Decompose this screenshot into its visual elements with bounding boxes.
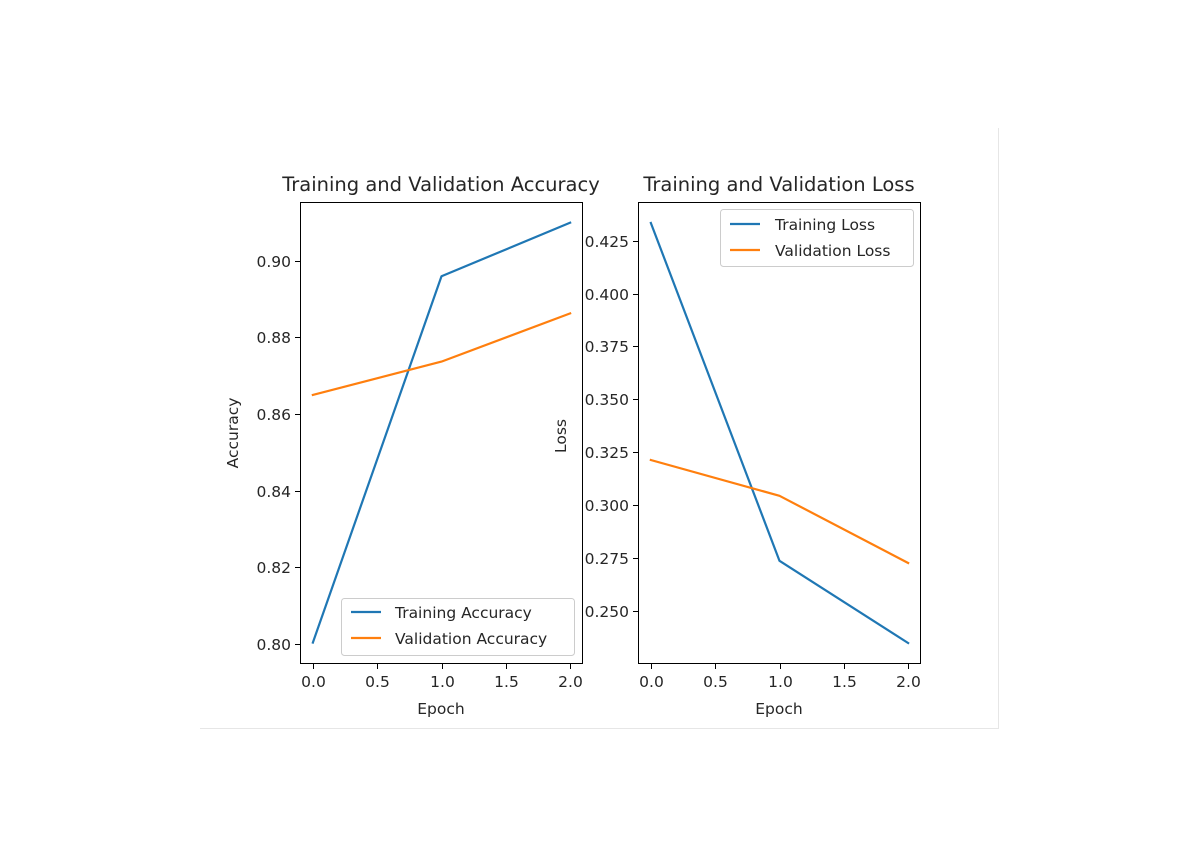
loss-chart: Training and Validation Loss 0.0 0.5 1.0 1.… — [552, 173, 921, 718]
series-line-training-accuracy — [311, 221, 572, 644]
x-tick-label: 1.0 — [430, 673, 455, 691]
legend-box — [341, 598, 575, 656]
y-tick-label: 0.90 — [256, 253, 291, 271]
legend-label-training-accuracy: Training Accuracy — [394, 604, 532, 622]
y-tick-label: 0.88 — [256, 329, 291, 347]
x-tick-label: 2.0 — [558, 673, 583, 691]
figure-frame: Training and Validation Accuracy 0.0 0.5 1… — [200, 128, 999, 729]
y-axis-label: Loss — [552, 419, 570, 453]
y-tick-label: 0.275 — [585, 550, 629, 568]
y-tick-label: 0.350 — [585, 391, 629, 409]
x-tick-label: 1.0 — [768, 673, 793, 691]
y-tick-label: 0.400 — [585, 286, 629, 304]
figure: Training and Validation Accuracy 0.0 0.5 1… — [224, 173, 921, 718]
legend-label-validation-loss: Validation Loss — [775, 242, 890, 260]
x-tick-label: 1.5 — [494, 673, 519, 691]
x-tick-label: 0.5 — [365, 673, 390, 691]
y-tick-label: 0.425 — [585, 233, 629, 251]
x-axis-label: Epoch — [417, 700, 464, 718]
plot-area-frame — [300, 202, 583, 664]
accuracy-chart: Training and Validation Accuracy 0.0 0.5 1… — [224, 173, 600, 718]
y-tick-label: 0.82 — [256, 559, 291, 577]
legend: Training Accuracy Validation Accuracy — [341, 598, 575, 656]
y-tick-label: 0.80 — [256, 636, 291, 654]
series-line-training-loss — [649, 221, 910, 645]
series-line-validation-accuracy — [311, 311, 572, 397]
chart-title: Training and Validation Loss — [642, 173, 914, 196]
legend-label-training-loss: Training Loss — [774, 216, 875, 234]
y-tick-label: 0.86 — [256, 406, 291, 424]
y-tick-label: 0.325 — [585, 444, 629, 462]
x-tick-label: 1.5 — [832, 673, 857, 691]
y-axis-label: Accuracy — [224, 398, 242, 469]
x-tick-label: 2.0 — [896, 673, 921, 691]
legend: Training Loss Validation Loss — [720, 209, 914, 267]
x-tick-label: 0.5 — [703, 673, 728, 691]
y-tick-label: 0.250 — [585, 603, 629, 621]
x-axis-label: Epoch — [755, 700, 802, 718]
chart-title: Training and Validation Accuracy — [281, 173, 600, 196]
legend-box — [720, 209, 914, 267]
legend-label-validation-accuracy: Validation Accuracy — [395, 630, 547, 648]
x-tick-label: 0.0 — [639, 673, 664, 691]
y-tick-label: 0.375 — [585, 338, 629, 356]
plot-area-frame — [638, 202, 921, 664]
y-tick-label: 0.84 — [256, 483, 291, 501]
x-tick-label: 0.0 — [301, 673, 326, 691]
series-line-validation-loss — [649, 458, 910, 565]
y-tick-label: 0.300 — [585, 497, 629, 515]
